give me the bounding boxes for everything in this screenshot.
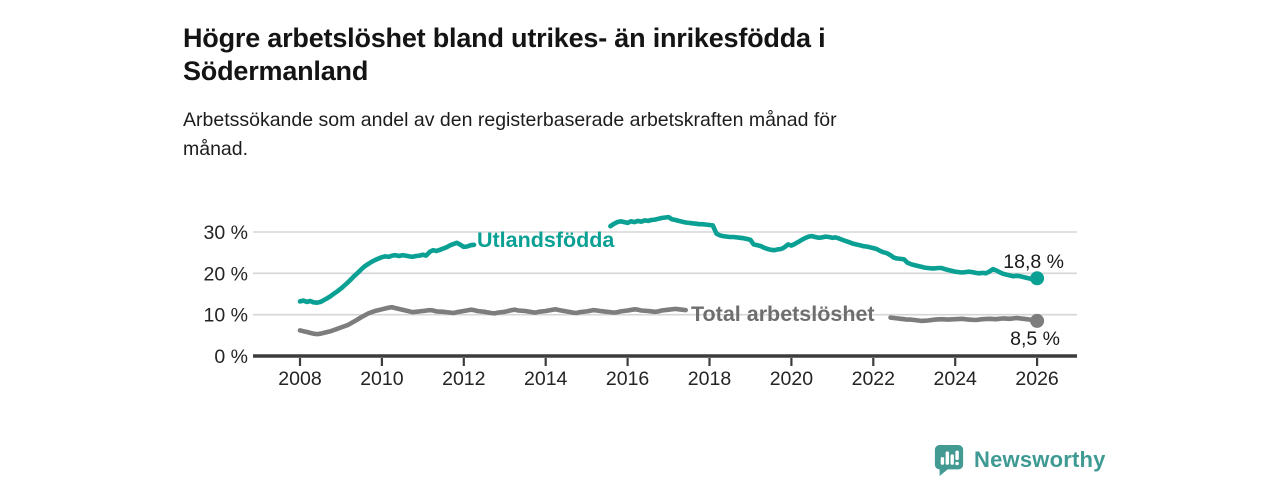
- chart-subtitle: Arbetssökande som andel av den registerb…: [183, 106, 1083, 164]
- x-axis-tick-label: 2016: [606, 368, 649, 390]
- x-axis: [253, 354, 1077, 366]
- subtitle-line-1: Arbetssökande som andel av den registerb…: [183, 109, 837, 132]
- y-axis-tick-label: 10 %: [204, 305, 248, 327]
- end-value-label-utlandsfodda: 18,8 %: [1003, 251, 1064, 273]
- y-axis-tick-label: 30 %: [204, 222, 248, 244]
- x-axis-tick-label: 2008: [278, 368, 321, 390]
- series-label-total-arbetsloshet: Total arbetslöshet: [691, 302, 875, 326]
- x-axis-tick-label: 2018: [688, 368, 731, 390]
- series-line-utlandsfodda: [297, 214, 1040, 305]
- series-end-dot-total: [1030, 313, 1045, 328]
- x-axis-tick-label: 2024: [934, 368, 978, 390]
- brand-name: Newsworthy: [974, 447, 1106, 472]
- x-axis-tick-label: 2022: [852, 368, 895, 390]
- y-axis-tick-label: 0 %: [214, 346, 248, 368]
- page-title: Högre arbetslöshet bland utrikes- än inr…: [183, 22, 1083, 88]
- gridlines: [253, 231, 1077, 316]
- axis-tick-labels: 2008 2010 2012 2014 2016 2018 2020 2022 2024 2026…: [204, 222, 1059, 390]
- y-axis-tick-label: 20 %: [204, 263, 248, 285]
- title-line-1: Högre arbetslöshet bland utrikes- än inr…: [183, 23, 826, 54]
- chart-header: Högre arbetslöshet bland utrikes- än inr…: [183, 4, 1083, 184]
- subtitle-line-2: månad.: [183, 138, 249, 161]
- x-axis-tick-label: 2020: [770, 368, 814, 390]
- series-lines: [297, 214, 1045, 337]
- series-line-total: [297, 304, 1040, 337]
- x-axis-tick-label: 2010: [360, 368, 404, 390]
- end-value-label-total: 8,5 %: [1010, 328, 1060, 350]
- newsworthy-logo-icon: [934, 444, 964, 476]
- x-axis-tick-label: 2014: [524, 368, 568, 390]
- brand-footer: Newsworthy: [933, 443, 1106, 477]
- x-axis-tick-label: 2026: [1015, 368, 1058, 390]
- series-label-utlandsfodda: Utlandsfödda: [477, 228, 615, 252]
- series-end-dot-utlandsfodda: [1030, 271, 1045, 286]
- x-axis-tick-label: 2012: [442, 368, 485, 390]
- title-line-2: Södermanland: [183, 56, 369, 87]
